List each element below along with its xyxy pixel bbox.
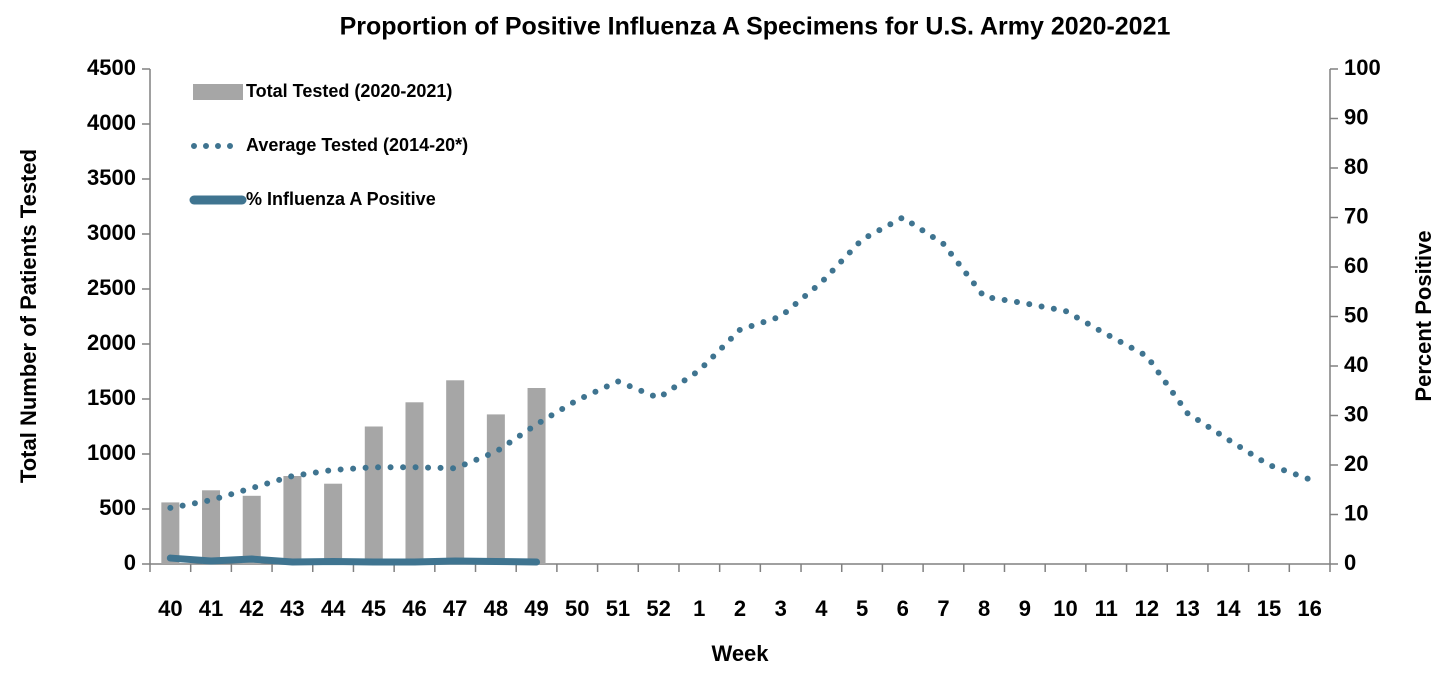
x-tick-label: 52	[646, 596, 670, 621]
y2-tick-label: 50	[1344, 302, 1368, 327]
x-tick-label: 50	[565, 596, 589, 621]
x-tick-label: 41	[199, 596, 223, 621]
x-tick-label: 9	[1019, 596, 1031, 621]
legend-label: % Influenza A Positive	[246, 189, 436, 209]
x-tick-label: 2	[734, 596, 746, 621]
x-tick-label: 3	[775, 596, 787, 621]
x-axis-title: Week	[711, 641, 769, 666]
x-tick-label: 4	[815, 596, 828, 621]
x-tick-label: 6	[897, 596, 909, 621]
legend-label: Average Tested (2014-20*)	[246, 135, 468, 155]
y-axis-title: Total Number of Patients Tested	[16, 149, 41, 483]
bar	[242, 495, 261, 564]
x-tick-label: 40	[158, 596, 182, 621]
bar	[446, 380, 465, 564]
x-tick-label: 11	[1095, 596, 1118, 621]
bar	[283, 476, 302, 564]
x-tick-label: 45	[362, 596, 386, 621]
y-tick-label: 4000	[87, 110, 136, 135]
x-tick-label: 8	[978, 596, 990, 621]
y-tick-label: 0	[124, 550, 136, 575]
y-tick-label: 1000	[87, 440, 136, 465]
x-tick-label: 48	[484, 596, 508, 621]
y2-tick-label: 20	[1344, 451, 1368, 476]
chart-title: Proportion of Positive Influenza A Speci…	[340, 13, 1171, 41]
y-tick-label: 500	[99, 495, 136, 520]
x-tick-label: 42	[239, 596, 263, 621]
y2-tick-label: 30	[1344, 401, 1368, 426]
bar	[486, 414, 505, 564]
x-tick-label: 43	[280, 596, 304, 621]
line	[166, 554, 541, 566]
legend-swatch	[193, 84, 243, 100]
x-tick-label: 49	[524, 596, 548, 621]
y2-tick-label: 60	[1344, 253, 1368, 278]
bar	[161, 502, 180, 564]
y-tick-label: 1500	[87, 385, 136, 410]
y2-tick-label: 100	[1344, 55, 1381, 80]
y2-tick-label: 0	[1344, 550, 1356, 575]
bar	[364, 426, 383, 564]
x-tick-label: 46	[402, 596, 426, 621]
x-tick-label: 44	[321, 596, 346, 621]
x-tick-label: 13	[1175, 596, 1199, 621]
bar	[405, 402, 424, 564]
bar	[202, 490, 221, 564]
x-tick-label: 7	[937, 596, 949, 621]
y2-tick-label: 40	[1344, 352, 1368, 377]
bar	[324, 483, 343, 564]
y-tick-label: 3000	[87, 220, 136, 245]
x-tick-label: 15	[1257, 596, 1281, 621]
x-tick-label: 14	[1216, 596, 1241, 621]
y-tick-label: 2000	[87, 330, 136, 355]
y-tick-label: 4500	[87, 55, 136, 80]
x-tick-label: 47	[443, 596, 467, 621]
bar	[527, 388, 546, 564]
x-tick-label: 16	[1297, 596, 1321, 621]
x-tick-label: 5	[856, 596, 868, 621]
y2-tick-label: 70	[1344, 203, 1368, 228]
x-tick-label: 12	[1135, 596, 1159, 621]
y2-tick-label: 80	[1344, 154, 1368, 179]
y2-tick-label: 10	[1344, 500, 1368, 525]
x-tick-label: 1	[693, 596, 705, 621]
y2-axis-title: Percent Positive	[1411, 230, 1436, 401]
x-tick-label: 10	[1053, 596, 1077, 621]
y2-tick-label: 90	[1344, 104, 1368, 129]
legend-label: Total Tested (2020-2021)	[246, 81, 452, 101]
dotted-line	[167, 214, 1313, 511]
x-tick-label: 51	[606, 596, 630, 621]
y-tick-label: 3500	[87, 165, 136, 190]
y-tick-label: 2500	[87, 275, 136, 300]
